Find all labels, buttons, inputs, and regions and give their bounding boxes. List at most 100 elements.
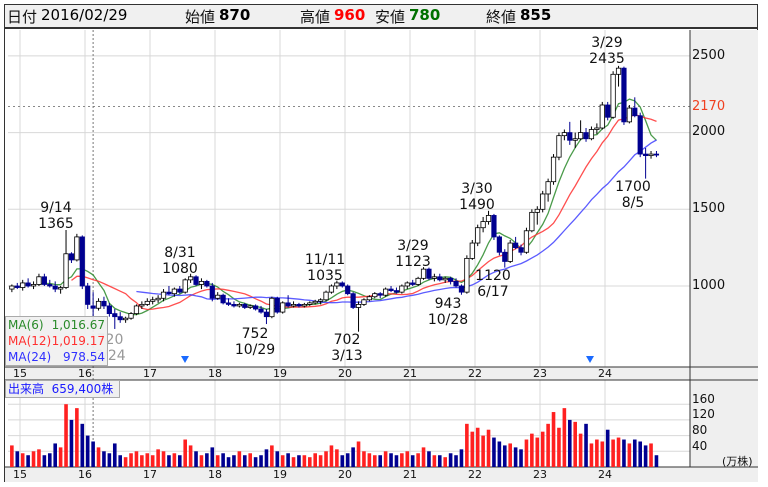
candle-body — [47, 284, 53, 287]
candle-body — [610, 73, 616, 118]
volume-bar — [584, 423, 588, 467]
candle-body — [442, 277, 448, 281]
x-tick: 20 — [338, 367, 352, 380]
candle-body — [355, 304, 362, 308]
volume-bar — [259, 455, 263, 467]
candle-body — [550, 156, 557, 183]
candle-body — [529, 211, 535, 232]
volume-bar — [215, 455, 220, 467]
volume-bar — [622, 439, 626, 467]
x-tick: 23 — [533, 468, 547, 481]
volume-bar — [145, 453, 150, 467]
candle-body — [653, 153, 660, 156]
x-tick: 17 — [143, 468, 157, 481]
candle-body — [269, 297, 275, 318]
annotation-high: 9/14 1365 — [38, 200, 74, 232]
candle-body — [112, 313, 118, 318]
annotation-low: 943 10/28 — [427, 296, 469, 328]
candle-body — [518, 247, 524, 253]
annotation-high: 3/30 1490 — [459, 181, 495, 213]
candle-body — [426, 268, 432, 279]
volume-bar — [75, 408, 79, 467]
x-tick: 15 — [13, 468, 27, 481]
volume-bar — [562, 408, 567, 467]
volume-bar — [595, 439, 599, 467]
volume-bar — [470, 431, 475, 467]
candle-body — [534, 208, 540, 213]
candle-body — [36, 276, 42, 285]
candle-body — [377, 293, 383, 296]
volume-bar — [80, 423, 85, 467]
volume-bar — [486, 429, 491, 467]
volume-bar — [524, 439, 529, 467]
volume-bar — [205, 453, 209, 467]
candle-body — [123, 317, 129, 321]
candle-body — [361, 299, 367, 305]
candle-body — [334, 282, 340, 287]
x-tick: 16 — [78, 468, 92, 481]
candle-body — [155, 297, 161, 301]
candle-body — [415, 277, 421, 285]
volume-bar — [313, 453, 317, 467]
candle-body — [274, 297, 280, 313]
volume-bar — [649, 443, 653, 467]
annotation-low: 752 10/29 — [234, 326, 276, 358]
x-tick: 24 — [598, 367, 612, 380]
ma24-line — [136, 139, 657, 304]
candle-body — [9, 285, 15, 290]
candle-body — [431, 276, 437, 279]
candle-body — [166, 291, 172, 295]
candle-body — [350, 293, 356, 308]
candle-body — [458, 285, 465, 293]
candle-body — [106, 305, 112, 315]
volume-bar — [324, 451, 328, 467]
candle-body — [475, 227, 481, 244]
volume-bar — [345, 453, 350, 467]
volume-bar — [188, 445, 193, 467]
candle-body — [209, 285, 215, 299]
candle-body — [540, 193, 546, 210]
volume-bar — [578, 433, 583, 467]
candle-body — [523, 230, 530, 253]
candle-body — [383, 288, 389, 296]
volume-bar — [351, 447, 355, 467]
volume-bar — [161, 451, 166, 467]
volume-bar — [627, 443, 632, 467]
volume-legend: 出来高 659,400株 — [5, 380, 120, 398]
candle-body — [410, 282, 416, 285]
volume-bar — [302, 455, 307, 467]
candle-body — [312, 300, 318, 304]
volume-bar — [237, 451, 242, 467]
volume-bar — [172, 453, 177, 467]
volume-bar — [107, 453, 112, 467]
volume-bar — [264, 449, 269, 467]
candle-body — [621, 67, 627, 123]
volume-bar — [280, 455, 285, 467]
candle-body — [648, 153, 654, 157]
x-tick: 17 — [143, 367, 157, 380]
volume-tick: 160 — [692, 392, 715, 406]
candle-body — [79, 236, 85, 287]
volume-bar — [232, 455, 236, 467]
candle-body — [453, 280, 459, 287]
candle-body — [469, 242, 475, 259]
volume-bar — [540, 431, 545, 467]
volume-bar — [291, 457, 296, 467]
volume-bar — [91, 441, 95, 467]
candle-body — [52, 285, 58, 290]
candle-body — [388, 288, 394, 292]
candle-body — [507, 242, 513, 262]
reference-price-label: 2170 — [692, 99, 726, 114]
volume-bar — [459, 449, 464, 467]
volume-bar — [318, 455, 323, 467]
candle-body — [74, 236, 80, 261]
candle-body — [578, 132, 584, 140]
candle-body — [20, 282, 26, 288]
candle-body — [144, 300, 150, 305]
volume-bar — [58, 447, 63, 467]
candle-body — [247, 305, 253, 308]
candle-body — [626, 107, 632, 123]
volume-bar — [123, 457, 128, 467]
candle-body — [177, 288, 183, 293]
